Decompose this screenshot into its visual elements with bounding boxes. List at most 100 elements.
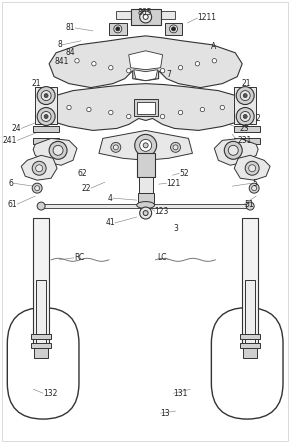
Bar [157,11,175,19]
Circle shape [245,161,259,175]
Bar [31,343,51,348]
Circle shape [92,62,96,66]
Circle shape [170,25,177,33]
Circle shape [143,143,148,148]
Circle shape [160,114,165,119]
Polygon shape [41,84,250,130]
Circle shape [36,165,43,172]
Text: 24: 24 [12,124,21,133]
Text: 4: 4 [108,194,113,202]
Bar [36,280,46,344]
Text: 52: 52 [179,169,189,178]
Circle shape [249,165,256,172]
Circle shape [32,183,42,193]
Polygon shape [33,138,77,165]
Circle shape [240,91,250,101]
Polygon shape [49,36,242,88]
Bar [147,204,252,208]
Bar [33,126,59,132]
Bar [137,153,155,177]
Circle shape [252,186,257,190]
Text: 7: 7 [166,70,171,79]
Circle shape [44,93,48,97]
Circle shape [236,87,254,105]
Text: A: A [211,43,217,51]
Bar [240,334,260,339]
Text: 84: 84 [65,48,75,57]
Text: 21: 21 [32,79,41,88]
Polygon shape [21,155,57,180]
Circle shape [172,27,175,31]
Bar [34,348,48,358]
Circle shape [127,114,131,119]
Circle shape [228,145,238,155]
Circle shape [140,11,152,23]
Circle shape [195,62,200,66]
Text: 1211: 1211 [197,13,216,23]
Bar [245,280,255,344]
Circle shape [44,114,48,118]
Circle shape [171,142,181,152]
Bar [243,348,257,358]
Bar [131,9,161,25]
Text: 241: 241 [3,136,17,145]
Text: 5: 5 [252,179,257,188]
Circle shape [109,66,113,70]
Circle shape [200,107,205,112]
Text: 23: 23 [239,124,249,133]
Circle shape [37,202,45,210]
Text: 51: 51 [244,200,254,209]
Bar [234,138,260,144]
Text: 865: 865 [137,8,152,17]
Circle shape [140,140,152,152]
Text: 8: 8 [57,40,62,49]
Bar [39,204,145,208]
Circle shape [160,69,165,73]
Circle shape [75,58,79,63]
Text: 21: 21 [241,79,251,88]
Text: 123: 123 [155,206,169,216]
Circle shape [236,108,254,125]
Circle shape [178,110,183,115]
Text: 81: 81 [66,23,75,32]
Circle shape [143,210,148,216]
Circle shape [32,161,46,175]
Circle shape [249,183,259,193]
Ellipse shape [137,202,155,209]
FancyBboxPatch shape [211,307,283,419]
Circle shape [41,91,51,101]
Circle shape [135,134,157,156]
Bar [137,101,155,113]
Circle shape [41,112,51,121]
Polygon shape [99,130,192,160]
Polygon shape [234,155,270,180]
Circle shape [246,202,254,210]
Bar [116,11,134,19]
Text: RC: RC [74,253,84,262]
Bar [138,193,154,203]
Circle shape [114,25,122,33]
Text: 61: 61 [8,200,17,209]
Polygon shape [134,70,158,81]
Circle shape [212,58,216,63]
Text: 3: 3 [173,225,178,233]
Bar [31,334,51,339]
Circle shape [109,110,113,115]
Circle shape [143,15,148,19]
Bar [33,218,49,347]
Circle shape [113,145,118,150]
Polygon shape [129,51,163,70]
Circle shape [220,105,225,110]
Circle shape [35,186,40,190]
Text: 2: 2 [255,114,260,123]
Circle shape [173,145,178,150]
Text: 132: 132 [43,389,58,398]
Circle shape [127,69,131,73]
Circle shape [49,141,67,159]
Circle shape [111,142,121,152]
Bar [134,99,158,117]
Text: 41: 41 [105,218,115,228]
Text: 6: 6 [8,179,13,188]
Bar [35,87,57,124]
Bar [240,343,260,348]
